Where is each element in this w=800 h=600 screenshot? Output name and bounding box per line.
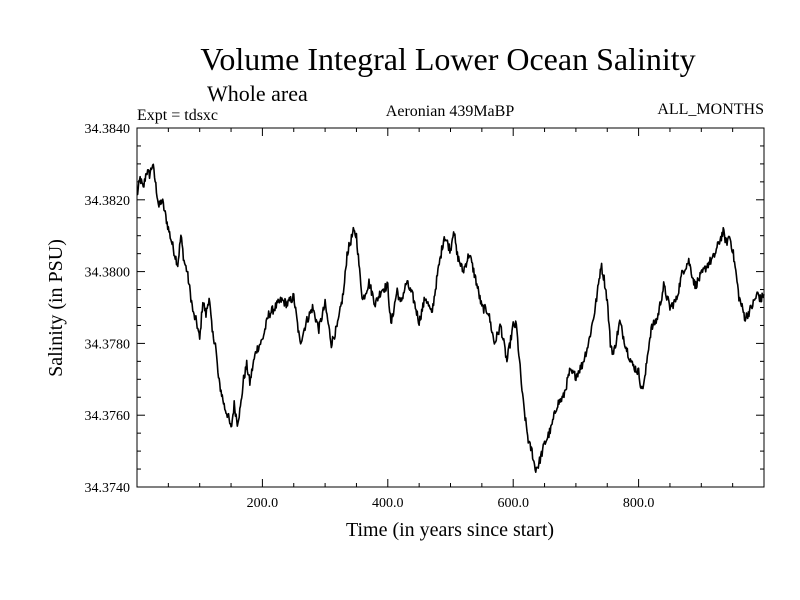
chart-subtitle: Whole area <box>207 81 308 106</box>
series-line-salinity <box>136 163 765 473</box>
y-tick-label: 34.3780 <box>85 337 131 352</box>
expt-label: Expt = tdsxc <box>137 107 218 124</box>
y-axis-ticks: 34.3740 34.3760 34.3780 34.3800 34.3820 34.38… <box>85 122 764 496</box>
y-tick-label: 34.3800 <box>85 266 131 281</box>
x-tick-label: 800.0 <box>623 496 655 511</box>
x-axis-title: Time (in years since start) <box>346 519 554 541</box>
x-tick-label: 600.0 <box>497 496 529 511</box>
x-tick-label: 400.0 <box>372 496 404 511</box>
y-tick-label: 34.3840 <box>85 122 131 137</box>
months-label: ALL_MONTHS <box>657 101 764 118</box>
y-tick-label: 34.3820 <box>85 194 131 209</box>
y-tick-label: 34.3760 <box>85 409 131 424</box>
x-tick-label: 200.0 <box>247 496 279 511</box>
y-tick-label: 34.3740 <box>85 481 131 496</box>
x-axis-ticks: 200.0 400.0 600.0 800.0 <box>167 128 734 511</box>
period-label: Aeronian 439MaBP <box>386 103 515 120</box>
y-axis-title: Salinity (in PSU) <box>45 239 67 377</box>
chart-title: Volume Integral Lower Ocean Salinity <box>200 41 695 77</box>
